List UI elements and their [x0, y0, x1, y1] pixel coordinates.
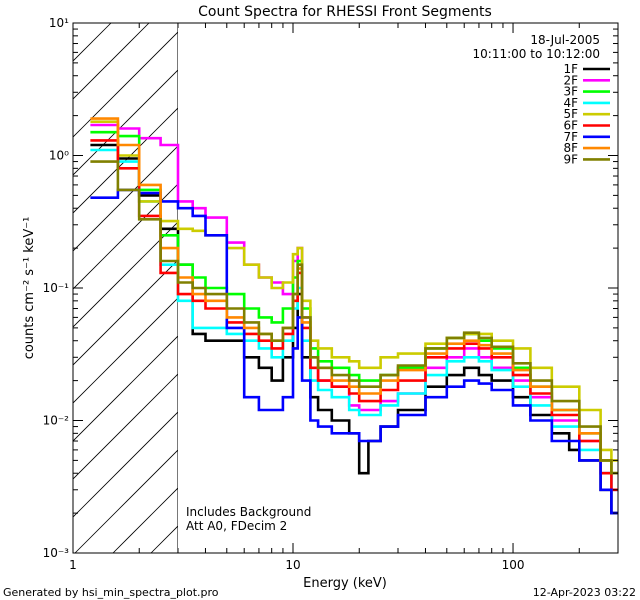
legend-label-3F: 3F: [563, 85, 578, 99]
hatch-line: [73, 69, 178, 176]
legend-date: 18-Jul-2005: [530, 33, 600, 47]
hatch-line: [74, 449, 178, 553]
y-tick-label: 10⁻³: [43, 546, 70, 560]
legend-label-9F: 9F: [563, 152, 578, 166]
legend-time-range: 10:11:00 to 10:12:00: [473, 47, 600, 61]
legend-label-7F: 7F: [563, 130, 578, 144]
y-tick-label: 10⁻²: [43, 414, 70, 428]
hatch-line: [73, 221, 178, 328]
legend-label-2F: 2F: [563, 73, 578, 87]
legend-label-1F: 1F: [563, 62, 578, 76]
series-group: [90, 117, 618, 515]
x-tick-label: 10: [285, 558, 300, 572]
series-line-9F: [90, 160, 618, 475]
y-axis-label: counts cm⁻² s⁻¹ keV⁻¹: [22, 217, 37, 360]
footer-timestamp: 12-Apr-2023 03:22: [533, 586, 636, 599]
axis-tick-labels: 1 10 100 10⁻³ 10⁻² 10⁻¹ 10⁰ 10¹: [43, 16, 525, 572]
hatch-line: [73, 411, 178, 518]
hatch-line: [73, 373, 178, 480]
legend-label-8F: 8F: [563, 141, 578, 155]
hatch-line: [73, 259, 178, 366]
y-tick-label: 10⁻¹: [43, 281, 70, 295]
series-line-5F: [90, 120, 618, 462]
series-line-2F: [90, 123, 618, 492]
series-line-4F: [90, 148, 618, 492]
series-line-3F: [90, 130, 618, 475]
hatch-line: [73, 31, 178, 138]
x-tick-label: 1: [69, 558, 77, 572]
series-line-7F: [90, 188, 618, 515]
hatch-line: [73, 107, 178, 214]
series-line-6F: [90, 139, 618, 492]
x-axis-label: Energy (keV): [303, 576, 387, 591]
annotation-attenuator: Att A0, FDecim 2: [186, 519, 287, 533]
footer-generator: Generated by hsi_min_spectra_plot.pro: [3, 586, 219, 599]
legend-label-5F: 5F: [563, 107, 578, 121]
legend-label-4F: 4F: [563, 96, 578, 110]
x-tick-label: 100: [502, 558, 525, 572]
axis-ticks: [72, 22, 619, 554]
annotation-background: Includes Background: [186, 505, 311, 519]
chart-title: Count Spectra for RHESSI Front Segments: [198, 4, 492, 20]
y-tick-label: 10⁰: [49, 149, 69, 163]
excluded-region-hatch: [73, 23, 178, 553]
legend-label-6F: 6F: [563, 119, 578, 133]
y-tick-label: 10¹: [49, 16, 69, 30]
